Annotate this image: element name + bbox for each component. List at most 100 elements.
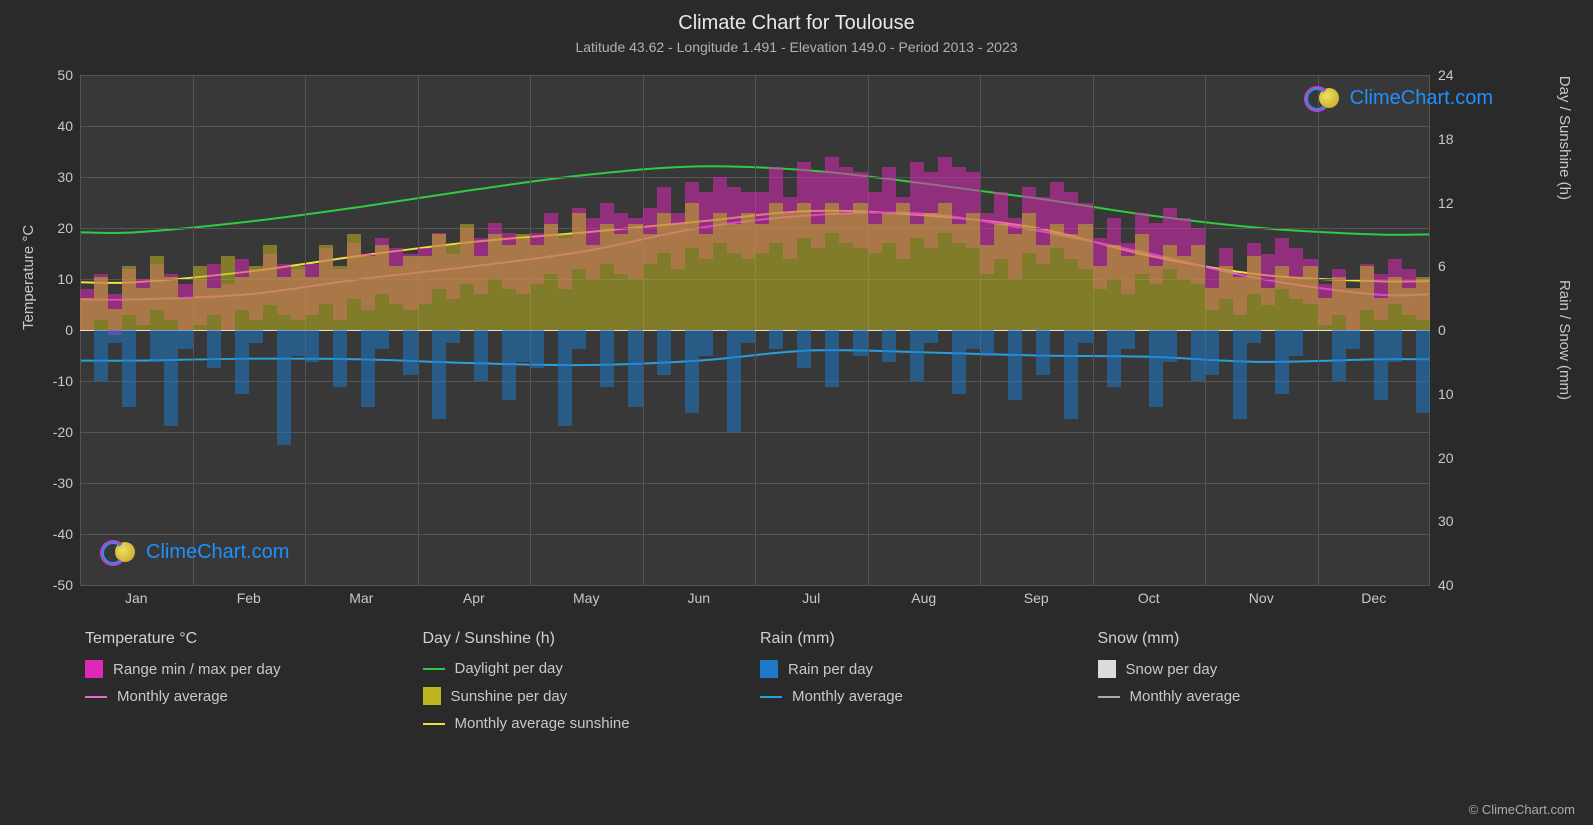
bar-sunshine: [94, 277, 108, 330]
bar-sunshine: [418, 256, 432, 330]
bar-sunshine: [80, 298, 94, 330]
bar-sunshine: [1121, 256, 1135, 330]
legend-item-sunshine-avg: Monthly average sunshine: [423, 715, 761, 732]
bar-sunshine: [1191, 245, 1205, 330]
axis-label-right-bottom: Rain / Snow (mm): [1556, 280, 1573, 400]
tick-month: Dec: [1361, 590, 1386, 606]
bar-rain: [249, 330, 263, 343]
bar-sunshine: [910, 224, 924, 330]
tick-right: 30: [1438, 513, 1478, 529]
bar-sunshine: [1149, 266, 1163, 330]
bar-sunshine: [643, 234, 657, 330]
bar-sunshine: [1416, 277, 1430, 330]
climate-chart-container: Climate Chart for Toulouse Latitude 43.6…: [0, 0, 1593, 825]
tick-month: Mar: [349, 590, 373, 606]
bar-sunshine: [1050, 224, 1064, 330]
tick-right: 20: [1438, 450, 1478, 466]
bar-sunshine: [994, 224, 1008, 330]
bar-sunshine: [727, 224, 741, 330]
swatch-sunshine: [423, 687, 441, 705]
bar-sunshine: [389, 266, 403, 330]
bar-sunshine: [1177, 256, 1191, 330]
legend-label: Snow per day: [1126, 661, 1218, 678]
bar-rain: [558, 330, 572, 426]
bar-rain: [1064, 330, 1078, 419]
watermark-text: ClimeChart.com: [1350, 87, 1493, 110]
bar-rain: [699, 330, 713, 356]
bar-sunshine: [530, 245, 544, 330]
bar-sunshine: [1064, 234, 1078, 330]
legend-header-temp: Temperature °C: [85, 630, 423, 648]
chart-subtitle: Latitude 43.62 - Longitude 1.491 - Eleva…: [0, 35, 1593, 55]
swatch-snow-avg: [1098, 696, 1120, 698]
legend-header-day: Day / Sunshine (h): [423, 630, 761, 648]
bar-rain: [657, 330, 671, 375]
swatch-rain-avg: [760, 696, 782, 698]
bar-rain: [1008, 330, 1022, 400]
bar-sunshine: [446, 245, 460, 330]
bar-sunshine: [361, 256, 375, 330]
tick-right: 0: [1438, 322, 1478, 338]
bar-sunshine: [403, 256, 417, 330]
legend-col-snow: Snow (mm) Snow per day Monthly average: [1098, 630, 1436, 732]
bar-sunshine: [1247, 256, 1261, 330]
bar-rain: [924, 330, 938, 343]
bar-sunshine: [221, 256, 235, 330]
tick-right: 24: [1438, 67, 1478, 83]
bar-rain: [910, 330, 924, 381]
bar-sunshine: [896, 203, 910, 331]
legend-header-rain: Rain (mm): [760, 630, 1098, 648]
bar-sunshine: [375, 245, 389, 330]
bar-sunshine: [1078, 224, 1092, 330]
bar-rain: [375, 330, 389, 349]
bar-sunshine: [305, 277, 319, 330]
tick-month: Jul: [802, 590, 820, 606]
legend-item-sunshine: Sunshine per day: [423, 687, 761, 705]
bar-rain: [1191, 330, 1205, 381]
legend-col-rain: Rain (mm) Rain per day Monthly average: [760, 630, 1098, 732]
tick-month: Feb: [237, 590, 261, 606]
bar-rain: [1289, 330, 1303, 356]
swatch-temp-range: [85, 660, 103, 678]
bar-sunshine: [1374, 298, 1388, 330]
bar-sunshine: [1261, 288, 1275, 331]
bar-rain: [797, 330, 811, 368]
tick-left: 20: [33, 220, 73, 236]
bar-rain: [1163, 330, 1177, 362]
bar-sunshine: [811, 224, 825, 330]
bar-rain: [1346, 330, 1360, 349]
tick-left: 40: [33, 118, 73, 134]
legend-label: Range min / max per day: [113, 661, 281, 678]
bar-sunshine: [193, 266, 207, 330]
tick-right: 12: [1438, 195, 1478, 211]
bar-rain: [741, 330, 755, 343]
tick-right: 40: [1438, 577, 1478, 593]
legend-item-rain-daily: Rain per day: [760, 660, 1098, 678]
swatch-temp-avg: [85, 696, 107, 698]
tick-month: May: [573, 590, 599, 606]
bar-rain: [150, 330, 164, 362]
bar-sunshine: [671, 224, 685, 330]
bar-sunshine: [249, 266, 263, 330]
bar-sunshine: [966, 213, 980, 330]
bar-rain: [628, 330, 642, 407]
bar-sunshine: [699, 234, 713, 330]
bar-sunshine: [207, 288, 221, 331]
legend-label: Daylight per day: [455, 660, 563, 677]
bar-rain: [446, 330, 460, 343]
bar-rain: [853, 330, 867, 356]
bar-sunshine: [1135, 234, 1149, 330]
legend-label: Monthly average: [117, 688, 228, 705]
bar-sunshine: [924, 213, 938, 330]
bar-sunshine: [1036, 245, 1050, 330]
bar-rain: [952, 330, 966, 394]
bar-sunshine: [769, 203, 783, 331]
bar-sunshine: [277, 277, 291, 330]
bar-sunshine: [558, 234, 572, 330]
bar-rain: [403, 330, 417, 375]
bar-sunshine: [1318, 298, 1332, 330]
legend-label: Rain per day: [788, 661, 873, 678]
legend-col-day: Day / Sunshine (h) Daylight per day Suns…: [423, 630, 761, 732]
tick-month: Oct: [1138, 590, 1160, 606]
bar-rain: [1247, 330, 1261, 343]
